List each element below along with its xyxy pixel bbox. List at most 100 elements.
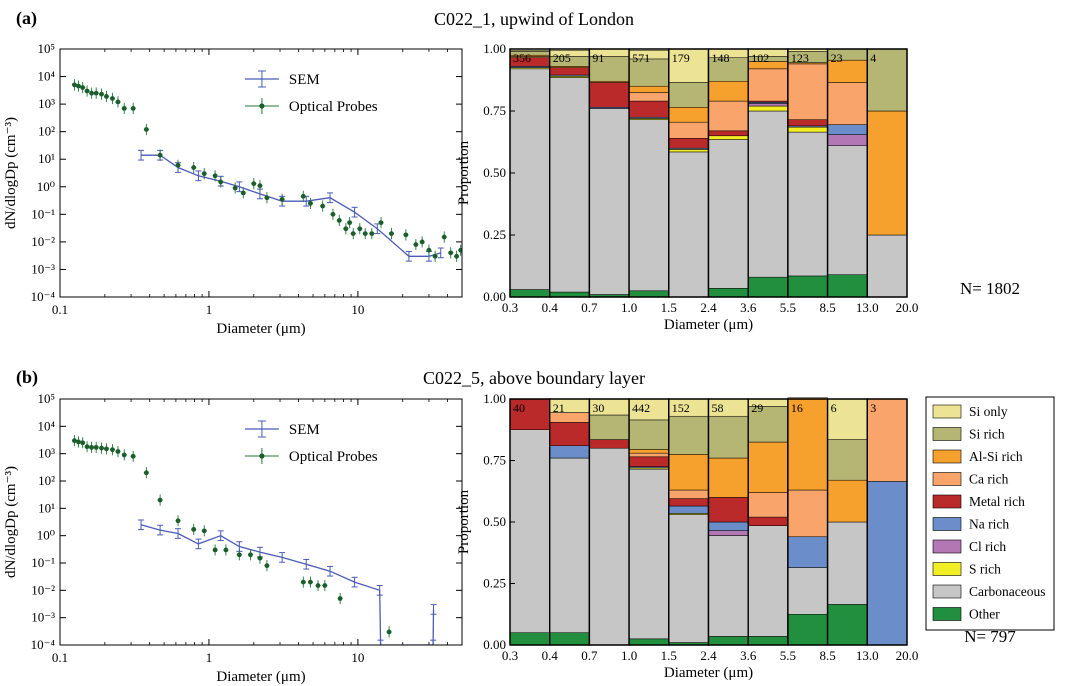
bar-segment [668, 415, 709, 455]
sem-series-line [140, 524, 435, 645]
optical-probe-point [84, 88, 90, 94]
y-tick-label: 10⁴ [37, 69, 55, 84]
bar-segment [747, 276, 789, 298]
bar-segment [708, 80, 749, 102]
bar-segment [668, 149, 709, 153]
bar-segment [509, 398, 550, 430]
optical-probe-point [72, 82, 77, 88]
x-tick-label: 10 [351, 650, 364, 665]
optical-probe-point [350, 231, 356, 236]
bar-segment [628, 119, 670, 292]
x-edge-label: 0.4 [542, 300, 559, 315]
legend-label: Other [969, 607, 1000, 622]
x-tick-label: 1 [206, 302, 213, 317]
optical-probe-point [279, 196, 285, 202]
legend-label: Al-Si rich [969, 449, 1023, 464]
optical-probe-point [218, 179, 224, 185]
bar-segment [509, 289, 550, 298]
bar-segment [589, 439, 630, 449]
optical-probe-point [257, 183, 263, 189]
optical-probe-point [232, 185, 238, 191]
legend-optical-marker [259, 103, 265, 109]
x-edge-label: 3.6 [740, 648, 757, 663]
x-edge-label: 1.5 [661, 300, 677, 315]
optical-probe-point [257, 555, 263, 561]
bin-count-label: 356 [513, 51, 531, 65]
bar-segment [747, 441, 789, 493]
bar-segment [827, 145, 868, 275]
optical-probe-point [386, 629, 392, 635]
bin-count-label: 29 [751, 401, 763, 415]
legend-swatch [932, 472, 962, 486]
optical-probe-point [357, 226, 363, 232]
legend-optical-marker [259, 453, 265, 459]
optical-probe-point [130, 105, 136, 111]
x-edge-label: 0.7 [581, 648, 598, 663]
y-tick-label: 10⁻³ [31, 261, 55, 276]
y-axis-label: dN/dlogDp (cm⁻³) [3, 117, 19, 229]
bar-segment [549, 445, 590, 459]
bar-segment [628, 85, 670, 93]
bar-segment [668, 151, 709, 298]
y-tick-label: 0.00 [483, 637, 506, 652]
optical-probe-point [322, 583, 328, 588]
legend-swatch [932, 539, 962, 554]
x-edge-label: 8.5 [819, 300, 835, 315]
y-tick-label: 10² [38, 124, 55, 139]
bar-segment [867, 48, 908, 112]
optical-probe-point [89, 444, 95, 450]
bar-segment [827, 398, 868, 440]
optical-probe-point [191, 526, 197, 532]
bar-segment [549, 77, 590, 293]
legend-swatch [932, 584, 962, 599]
bar-segment [708, 139, 749, 289]
legend-label: Si rich [969, 427, 1005, 442]
optical-probe-point [458, 247, 462, 253]
optical-probe-point [93, 444, 99, 450]
optical-probe-point [121, 105, 127, 111]
y-axis-label: Proportion [456, 140, 472, 205]
optical-probe-point [84, 444, 90, 450]
optical-probe-point [441, 234, 447, 240]
optical-probe-point [264, 563, 270, 569]
bar-segment [628, 638, 670, 646]
bar-segment [827, 124, 868, 135]
bar-segment [867, 110, 908, 236]
bar-segment [628, 58, 670, 87]
bar-segment [668, 107, 709, 123]
composition-plot-a: 356 205 91 571 179 148 102 123 23 4 0.00 0.25 0.50 0.… [456, 41, 918, 333]
optical-probe-point [115, 449, 121, 454]
optical-probe-point [99, 91, 104, 97]
size-distribution-plot-a: 0.1 1 10 10⁻⁴ 10⁻³ 10⁻² 10⁻¹ 10⁰ 10¹ 10² 10³ 10⁴ 10⁵… [3, 41, 463, 337]
optical-probe-point [157, 152, 163, 158]
optical-probe-point [99, 445, 104, 451]
optical-probe-point [403, 232, 409, 238]
optical-probe-point [143, 127, 149, 132]
panel-b-title: C022_5, above boundary layer [423, 368, 645, 388]
sem-series-line [141, 154, 441, 257]
class-legend: Si only Si rich Al-Si rich Ca rich Metal ric… [925, 396, 1055, 631]
optical-probe-point [191, 165, 197, 170]
bar-segment [589, 108, 630, 295]
x-edge-label: 0.4 [542, 648, 559, 663]
bar-segment [668, 514, 709, 643]
bar-segment [589, 414, 630, 440]
y-tick-label: 10⁻² [31, 582, 55, 597]
bin-count-label: 123 [791, 51, 809, 65]
y-tick-label: 10³ [38, 446, 55, 461]
bin-count-label: 148 [712, 51, 730, 65]
bar-segment [708, 415, 749, 459]
legend-sem-label: SEM [289, 72, 320, 88]
panel-a-title: C022_1, upwind of London [434, 9, 634, 29]
bar-segment [509, 429, 550, 633]
bar-segment [509, 68, 550, 290]
bin-count-label: 442 [632, 401, 650, 415]
legend-sem-label: SEM [289, 422, 320, 438]
bar-segment [827, 82, 868, 125]
bar-segment [668, 454, 709, 491]
bar-segment [827, 439, 868, 481]
bin-count-label: 40 [513, 401, 525, 415]
optical-probe-point [72, 438, 77, 444]
optical-probe-point [201, 171, 207, 177]
